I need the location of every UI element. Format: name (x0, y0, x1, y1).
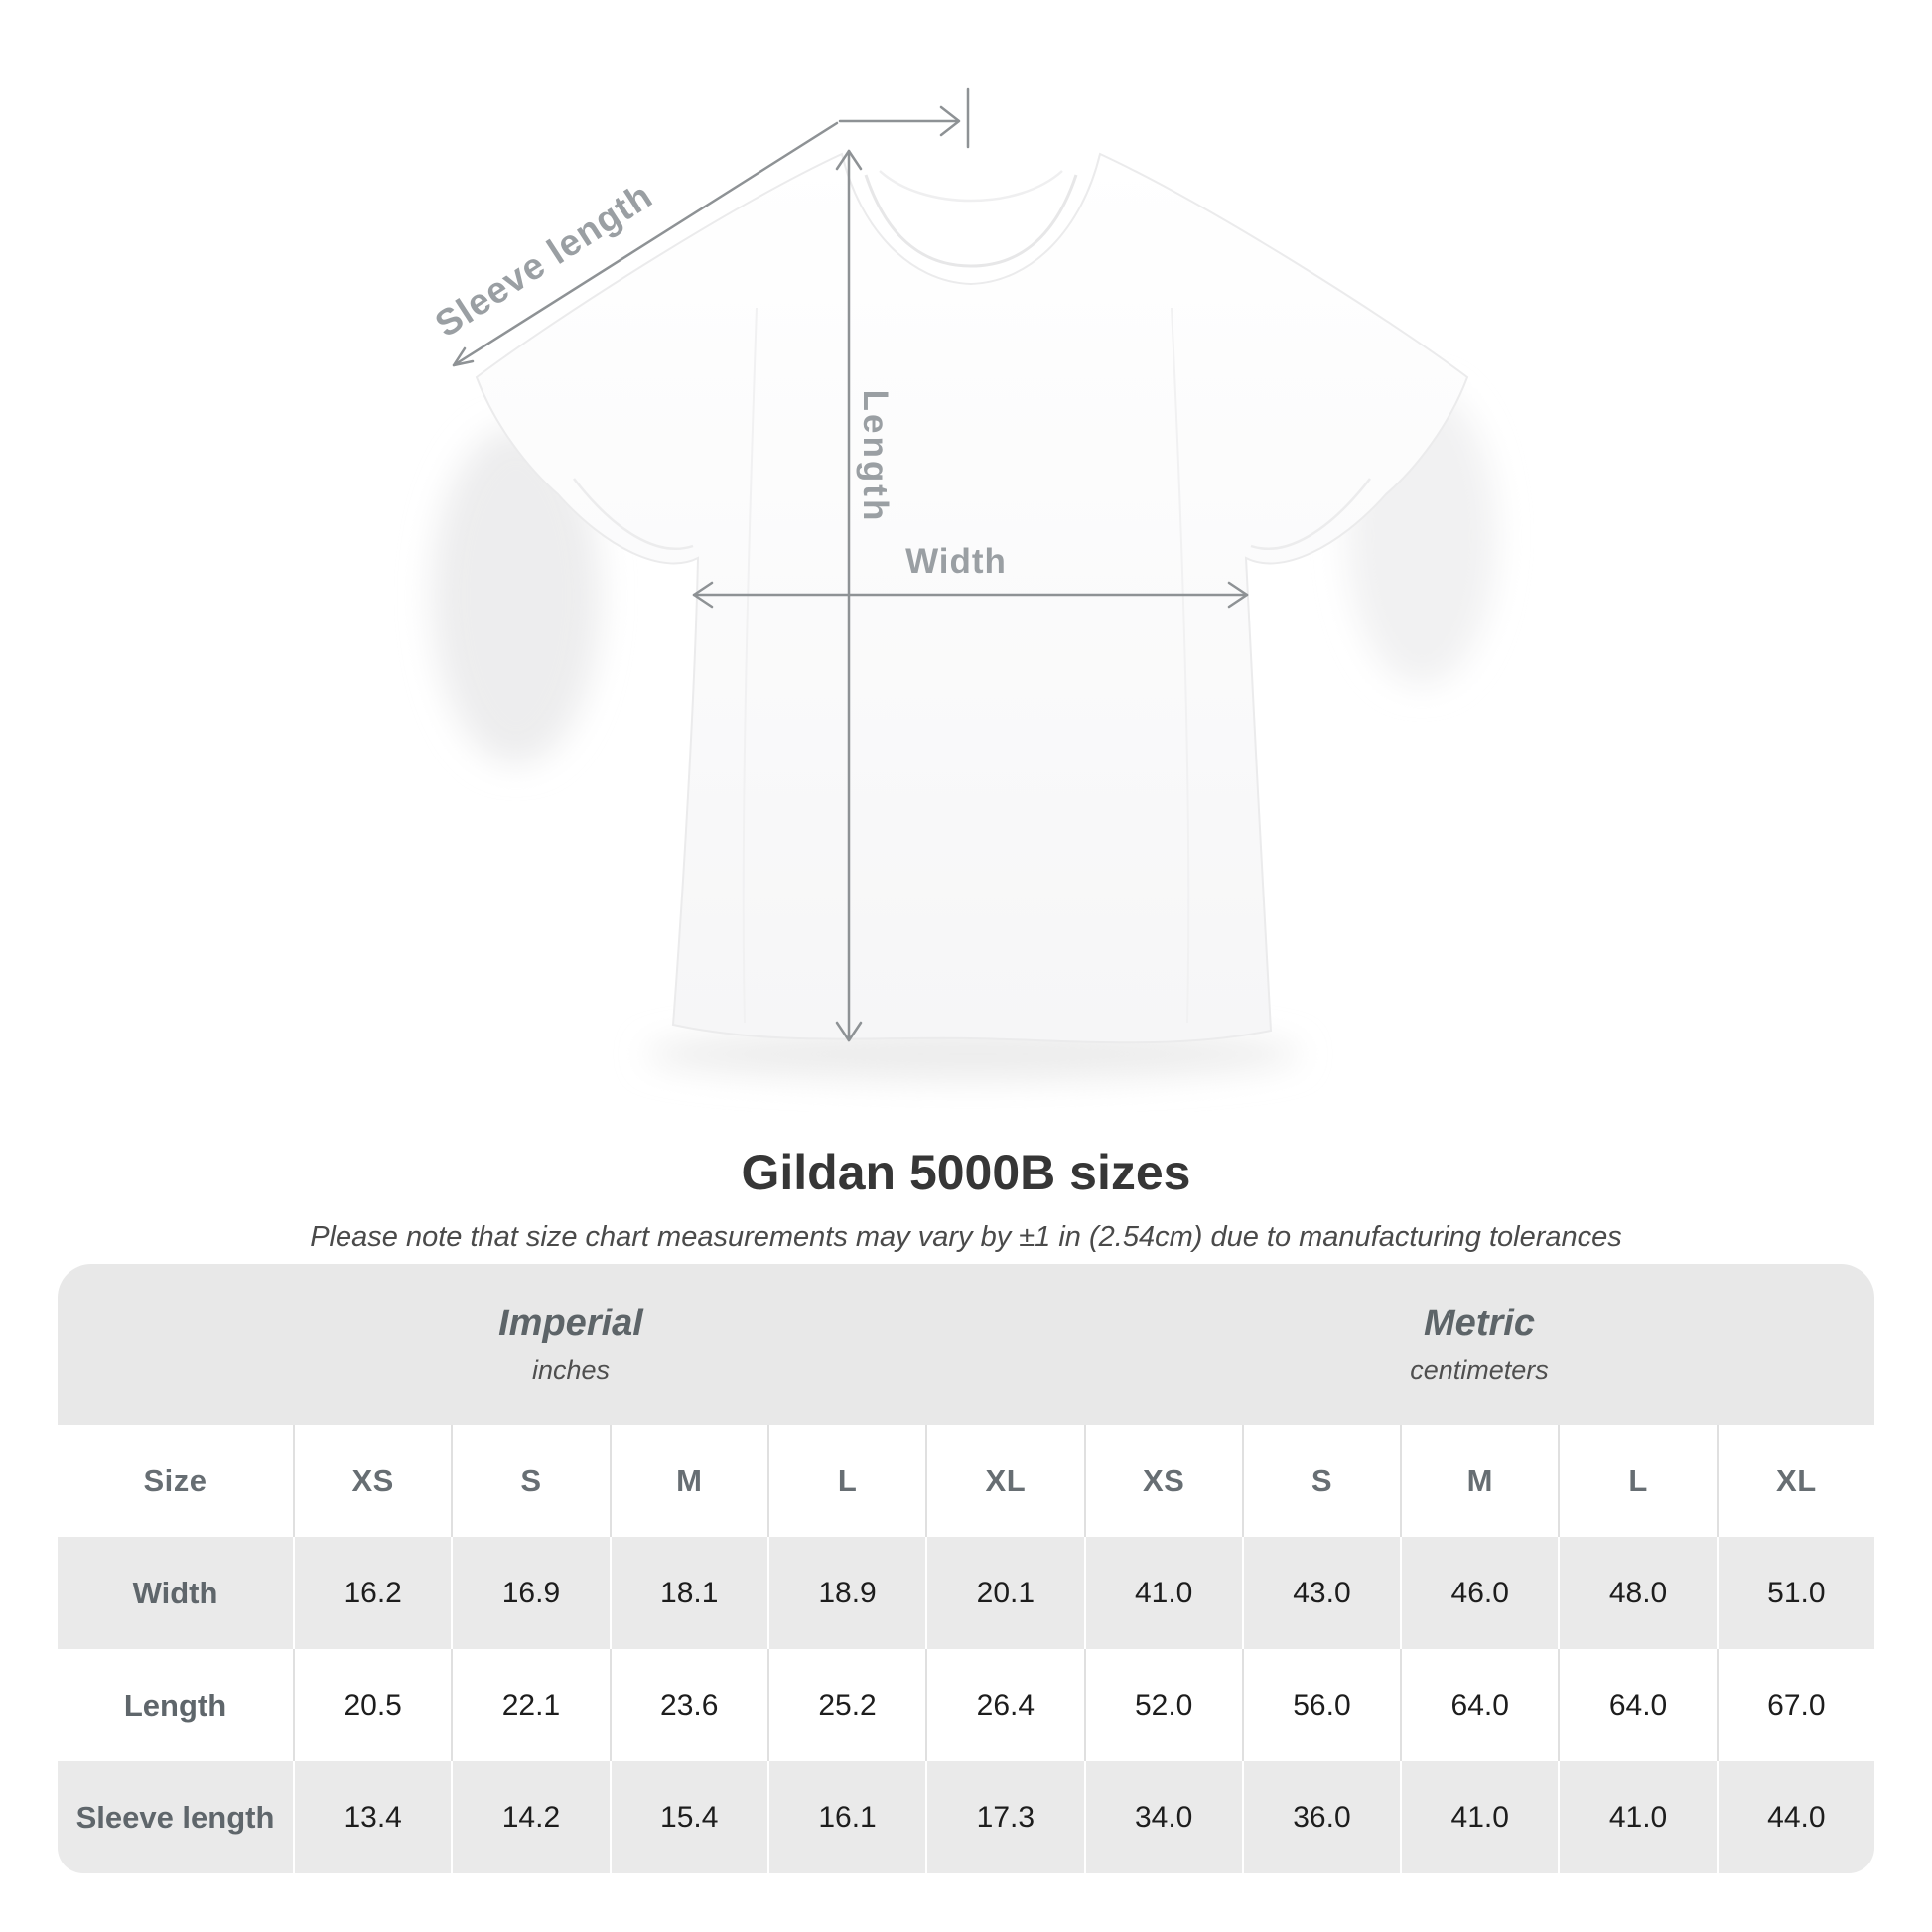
col-header: XL (925, 1425, 1083, 1537)
table-cell: 16.2 (293, 1537, 451, 1649)
imperial-label: Imperial (498, 1303, 643, 1344)
table-cell: 20.1 (925, 1537, 1083, 1649)
table-cell: 56.0 (1241, 1649, 1400, 1761)
sleeve-length-arrow (452, 121, 839, 367)
table-cell: 41.0 (1558, 1761, 1716, 1873)
col-header: M (1400, 1425, 1558, 1537)
row-label: Length (123, 1687, 227, 1723)
table-cell: 51.0 (1716, 1537, 1874, 1649)
table-cell: 17.3 (925, 1761, 1083, 1873)
tshirt-body (475, 152, 1469, 1044)
width-label: Width (905, 542, 1007, 581)
unit-group-metric: Metric centimeters (1084, 1264, 1874, 1425)
table-row-length: Length 20.5 22.1 23.6 25.2 26.4 52.0 56.… (58, 1649, 1874, 1761)
size-chart-table: Imperial inches Metric centimeters Size … (58, 1264, 1874, 1873)
table-cell: 15.4 (609, 1761, 767, 1873)
table-cell: 34.0 (1083, 1761, 1242, 1873)
width-arrow-left-head (692, 581, 714, 609)
table-cell: 64.0 (1400, 1649, 1558, 1761)
table-cell: 41.0 (1400, 1761, 1558, 1873)
table-cell: 67.0 (1716, 1649, 1874, 1761)
table-cell: 18.1 (609, 1537, 767, 1649)
unit-header: Imperial inches Metric centimeters (58, 1264, 1874, 1425)
col-header: L (766, 1425, 925, 1537)
length-label: Length (856, 389, 895, 524)
table-cell: 14.2 (451, 1761, 609, 1873)
col-header: S (451, 1425, 609, 1537)
sleeve-arrow-end-head (452, 346, 475, 367)
unit-group-imperial: Imperial inches (58, 1264, 1084, 1425)
table-cell: 18.9 (766, 1537, 925, 1649)
left-cuff-seam (573, 478, 694, 551)
metric-label: Metric (1424, 1303, 1535, 1344)
page-title: Gildan 5000B sizes (741, 1145, 1191, 1200)
row-label: Sleeve length (75, 1799, 275, 1835)
fold-line-left (742, 307, 758, 1024)
table-cell: 52.0 (1083, 1649, 1242, 1761)
table-cell: 25.2 (766, 1649, 925, 1761)
size-header-label: Size (143, 1462, 207, 1498)
length-arrow-bottom-head (835, 1021, 863, 1042)
table-cell: 13.4 (293, 1761, 451, 1873)
table-cell: 64.0 (1558, 1649, 1716, 1761)
table-cell: 20.5 (293, 1649, 451, 1761)
table-row-width: Width 16.2 16.9 18.1 18.9 20.1 41.0 43.0… (58, 1537, 1874, 1649)
table-row-sleeve-length: Sleeve length 13.4 14.2 15.4 16.1 17.3 3… (58, 1761, 1874, 1873)
col-header: XS (293, 1425, 451, 1537)
imperial-unit-label: inches (531, 1355, 611, 1385)
right-cuff-seam (1250, 478, 1371, 551)
table-cell: 22.1 (451, 1649, 609, 1761)
table-cell: 26.4 (925, 1649, 1083, 1761)
table-cell: 41.0 (1083, 1537, 1242, 1649)
col-header: XS (1083, 1425, 1242, 1537)
fold-line-right (1171, 307, 1190, 1024)
table-cell: 16.1 (766, 1761, 925, 1873)
metric-unit-label: centimeters (1410, 1355, 1549, 1385)
table-cell: 16.9 (451, 1537, 609, 1649)
width-arrow-right-head (1227, 581, 1249, 609)
collar-inner-line (864, 174, 1078, 268)
row-label: Width (132, 1575, 218, 1610)
table-cell: 23.6 (609, 1649, 767, 1761)
tshirt-diagram (432, 87, 1496, 1080)
col-header: M (609, 1425, 767, 1537)
sleeve-arrow-right-head (939, 105, 961, 137)
table-cell: 46.0 (1400, 1537, 1558, 1649)
col-header: L (1558, 1425, 1716, 1537)
length-arrow-top-head (835, 149, 863, 171)
col-header: XL (1716, 1425, 1874, 1537)
table-cell: 44.0 (1716, 1761, 1874, 1873)
table-cell: 48.0 (1558, 1537, 1716, 1649)
size-header-row: Size XS S M L XL XS S M L XL (58, 1425, 1874, 1537)
tolerance-note: Please note that size chart measurements… (310, 1221, 1622, 1253)
table-cell: 43.0 (1241, 1537, 1400, 1649)
collar-back-line (879, 170, 1063, 203)
shadow-left-sleeve (432, 427, 601, 764)
col-header: S (1241, 1425, 1400, 1537)
table-cell: 36.0 (1241, 1761, 1400, 1873)
